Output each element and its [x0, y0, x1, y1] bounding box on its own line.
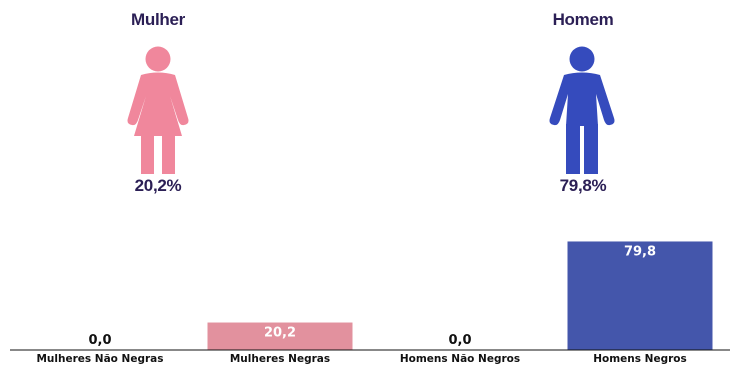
category-tick-label-2: Homens Não Negros: [400, 353, 520, 365]
female-person-icon: [120, 46, 196, 183]
value-label-2: 0,0: [448, 333, 471, 348]
category-tick-label-3: Homens Negros: [593, 353, 687, 365]
male-percent: 79,8%: [559, 176, 607, 195]
female-percent: 20,2%: [134, 176, 182, 195]
female-title: Mulher: [131, 10, 185, 29]
value-label-3: 79,8: [624, 244, 656, 259]
male-title: Homem: [552, 10, 614, 29]
value-label-0: 0,0: [88, 333, 111, 348]
value-label-1: 20,2: [264, 326, 296, 341]
category-tick-label-0: Mulheres Não Negras: [36, 353, 163, 365]
male-person-icon: [544, 46, 620, 183]
bar-1: [207, 322, 353, 350]
category-tick-label-1: Mulheres Negras: [230, 353, 330, 365]
bar-3: [567, 241, 713, 350]
